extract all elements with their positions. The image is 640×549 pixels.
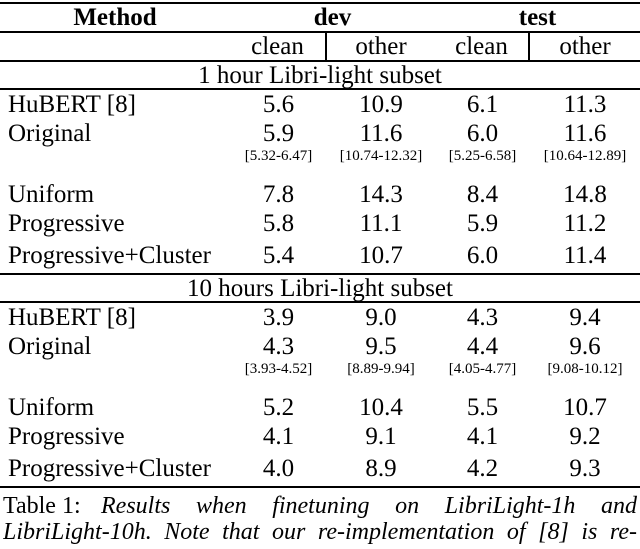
value-cell: 4.1 xyxy=(466,423,499,450)
value-cell: 9.3 xyxy=(569,454,601,482)
value-cell: 9.0 xyxy=(365,304,397,331)
value-cell: 5.9 xyxy=(262,120,295,147)
value-cell: 5.8 xyxy=(262,210,295,237)
value-cell: 10.4 xyxy=(359,394,403,421)
value-cell: 4.3 xyxy=(262,333,295,360)
section-title: 1 hour Libri-light subset xyxy=(198,62,442,89)
value-cell: 4.3 xyxy=(466,304,499,331)
value-cell: 8.4 xyxy=(466,181,499,208)
method-cell: Progressive xyxy=(8,423,125,450)
section-header-10h: 10 hours Libri-light subset xyxy=(0,275,640,303)
method-cell: Progressive xyxy=(8,210,125,237)
method-cell: Uniform xyxy=(8,394,95,421)
table-row: HuBERT [8] 3.9 9.0 4.3 9.4 xyxy=(0,303,640,333)
table-row: Uniform 5.2 10.4 5.5 10.7 xyxy=(0,393,640,423)
subcol-header-dev-other: other xyxy=(355,33,407,60)
method-cell: Uniform xyxy=(8,181,95,208)
value-cell: 4.2 xyxy=(466,454,499,482)
value-cell: 8.9 xyxy=(365,454,397,482)
table-row: Original 4.3 9.5 4.4 9.6 xyxy=(0,333,640,361)
confidence-interval-row: [5.32-6.47] [10.74-12.32] [5.25-6.58] [1… xyxy=(0,148,640,168)
value-cell: 9.4 xyxy=(569,304,601,331)
value-cell: 11.2 xyxy=(563,210,607,237)
table-row: Progressive 5.8 11.1 5.9 11.2 xyxy=(0,210,640,238)
method-cell: HuBERT [8] xyxy=(8,304,136,331)
method-cell: Progressive+Cluster xyxy=(8,454,211,482)
value-cell: 5.9 xyxy=(466,210,499,237)
table-row: Progressive+Cluster 4.0 8.9 4.2 9.3 xyxy=(0,451,640,488)
method-cell: HuBERT [8] xyxy=(8,91,136,118)
caption-label: Table 1: xyxy=(3,493,81,519)
value-cell: 9.5 xyxy=(365,333,397,360)
value-cell: 10.7 xyxy=(563,394,607,421)
value-cell: 3.9 xyxy=(262,304,295,331)
value-cell: 6.0 xyxy=(466,241,499,269)
table-row: Progressive+Cluster 5.4 10.7 6.0 11.4 xyxy=(0,238,640,275)
caption-line-1: Table 1: Results when finetuning on Libr… xyxy=(3,493,637,519)
group-header-dev: dev xyxy=(313,4,352,31)
value-cell: 14.8 xyxy=(563,181,607,208)
value-cell: 5.2 xyxy=(262,394,295,421)
value-cell: 4.0 xyxy=(262,454,295,482)
value-cell: 9.1 xyxy=(365,423,397,450)
caption-text: Results when finetuning on LibriLight-1h… xyxy=(101,493,637,519)
table-header-row: Method dev test xyxy=(0,4,640,33)
value-cell: 4.1 xyxy=(262,423,295,450)
row-spacer xyxy=(0,381,640,393)
subcol-header-test-clean: clean xyxy=(435,33,530,61)
value-cell: 4.4 xyxy=(466,333,499,360)
method-cell: Progressive+Cluster xyxy=(8,241,211,269)
value-cell: 10.9 xyxy=(359,91,403,118)
ci-cell: [5.32-6.47] xyxy=(244,148,313,164)
value-cell: 10.7 xyxy=(359,241,403,269)
section-title: 10 hours Libri-light subset xyxy=(187,275,453,302)
results-table: Method dev test clean other clean other … xyxy=(0,2,640,488)
value-cell: 6.0 xyxy=(466,120,499,147)
ci-cell: [10.74-12.32] xyxy=(339,148,423,164)
ci-cell: [3.93-4.52] xyxy=(244,361,313,377)
value-cell: 5.5 xyxy=(466,394,499,421)
value-cell: 6.1 xyxy=(466,91,499,118)
value-cell: 11.3 xyxy=(563,91,607,118)
value-cell: 5.6 xyxy=(262,91,295,118)
value-cell: 11.6 xyxy=(359,120,403,147)
value-cell: 9.2 xyxy=(569,423,601,450)
confidence-interval-row: [3.93-4.52] [8.89-9.94] [4.05-4.77] [9.0… xyxy=(0,361,640,381)
method-cell: Original xyxy=(8,120,92,147)
value-cell: 11.4 xyxy=(563,241,607,269)
table-row: Uniform 7.8 14.3 8.4 14.8 xyxy=(0,180,640,210)
subcol-header-dev-clean: clean xyxy=(230,33,327,61)
value-cell: 7.8 xyxy=(262,181,295,208)
table-row: Original 5.9 11.6 6.0 11.6 xyxy=(0,120,640,148)
table-row: HuBERT [8] 5.6 10.9 6.1 11.3 xyxy=(0,90,640,120)
caption-line-2: LibriLight-10h. Note that our re-impleme… xyxy=(3,519,637,545)
method-cell: Original xyxy=(8,333,92,360)
method-column-header: Method xyxy=(73,4,157,31)
subcol-header-test-other: other xyxy=(559,33,611,60)
ci-cell: [9.08-10.12] xyxy=(547,361,623,377)
group-header-test: test xyxy=(518,4,557,31)
table-caption: Table 1: Results when finetuning on Libr… xyxy=(0,493,640,545)
ci-cell: [8.89-9.94] xyxy=(347,361,415,377)
value-cell: 9.6 xyxy=(569,333,601,360)
table-subheader-row: clean other clean other xyxy=(0,33,640,62)
ci-cell: [5.25-6.58] xyxy=(448,148,517,164)
value-cell: 14.3 xyxy=(359,181,403,208)
ci-cell: [4.05-4.77] xyxy=(448,361,517,377)
value-cell: 5.4 xyxy=(262,241,295,269)
row-spacer xyxy=(0,168,640,180)
ci-cell: [10.64-12.89] xyxy=(543,148,627,164)
section-header-1h: 1 hour Libri-light subset xyxy=(0,62,640,90)
value-cell: 11.6 xyxy=(563,120,607,147)
value-cell: 11.1 xyxy=(359,210,403,237)
table-row: Progressive 4.1 9.1 4.1 9.2 xyxy=(0,423,640,451)
